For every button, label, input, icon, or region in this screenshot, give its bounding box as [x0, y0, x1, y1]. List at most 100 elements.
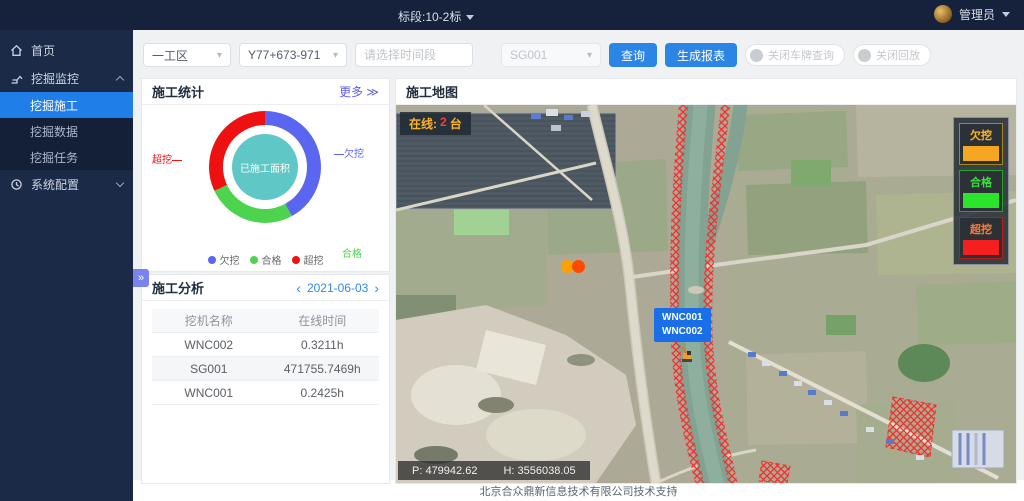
- footer: 北京合众鼎新信息技术有限公司技术支持: [133, 480, 1024, 501]
- online-count-badge: 在线: 2 台: [400, 112, 471, 135]
- section-switcher[interactable]: 标段:10-2标: [398, 8, 475, 25]
- machine-online-table: 挖机名称 在线时间 WNC002 0.3211h SG001 471755.74…: [152, 309, 379, 405]
- online-time-cell: 0.3211h: [301, 337, 344, 352]
- analysis-panel-title: 施工分析: [152, 281, 205, 296]
- donut-chart-area: 已施工面积 超挖 欠挖 合格 欠挖 合格 超挖: [142, 105, 389, 271]
- satellite-imagery: [396, 105, 1016, 483]
- callout-undercut: 欠挖: [334, 145, 364, 160]
- replay-toggle[interactable]: 关闭回放: [853, 44, 932, 66]
- sidebar-item-home[interactable]: 首页: [0, 36, 133, 64]
- table-row[interactable]: WNC001 0.2425h: [152, 381, 379, 405]
- online-count: 2: [440, 115, 447, 129]
- machine-name-cell: WNC002: [184, 337, 234, 352]
- excavator-marker[interactable]: [679, 345, 693, 366]
- machine-name-cell: SG001: [190, 361, 228, 376]
- legend-qualified: 合格: [959, 170, 1003, 212]
- table-row[interactable]: WNC002 0.3211h: [152, 333, 379, 357]
- satellite-map[interactable]: 在线: 2 台 欠挖 合格 超挖: [396, 105, 1016, 483]
- main-content: 一工区▾ Y77+673-971▾ SG001▾ 查询 生成报表 关闭车牌查询 …: [133, 30, 1024, 484]
- construction-map-panel: 施工地图: [395, 78, 1017, 484]
- chevron-down-icon: ▾: [586, 49, 592, 61]
- sidebar-item-label: 挖掘施工: [30, 98, 79, 113]
- legend-item-overcut[interactable]: 超挖: [291, 252, 324, 267]
- stats-panel-title: 施工统计: [152, 85, 205, 100]
- current-date[interactable]: 2021-06-03: [306, 280, 369, 295]
- toggle-dot-icon: [750, 48, 764, 62]
- machine-name-cell: WNC001: [184, 385, 234, 400]
- filter-toolbar: 一工区▾ Y77+673-971▾ SG001▾ 查询 生成报表 关闭车牌查询 …: [141, 38, 1013, 72]
- date-navigator: ‹ 2021-06-03 ›: [296, 281, 379, 295]
- user-menu[interactable]: 管理员: [933, 5, 1010, 23]
- map-legend: 欠挖 合格 超挖: [953, 117, 1009, 265]
- prev-date-button[interactable]: ‹: [296, 279, 301, 296]
- sidebar: 首页 挖掘监控 挖掘施工 挖掘数据 挖掘任务 系统配置: [0, 30, 133, 501]
- mileage-value: Y77+673-971: [248, 48, 321, 62]
- sidebar-item-label: 挖掘监控: [31, 71, 80, 86]
- device-value: SG001: [510, 48, 548, 62]
- construction-analysis-panel: 施工分析 ‹ 2021-06-03 › 挖机名称 在线时间 WNC002 0.3…: [141, 274, 390, 484]
- footer-text: 北京合众鼎新信息技术有限公司技术支持: [479, 485, 678, 498]
- plate-query-label: 关闭车牌查询: [768, 50, 835, 62]
- donut-center-label: 已施工面积: [232, 134, 298, 200]
- online-time-cell: 471755.7469h: [283, 361, 361, 376]
- chevron-down-icon: [1002, 12, 1010, 17]
- chevron-down-icon: [466, 14, 475, 20]
- mileage-select[interactable]: Y77+673-971 ▾: [239, 43, 347, 67]
- user-name: 管理员: [958, 7, 995, 22]
- chevron-down-icon: ▾: [332, 49, 338, 61]
- table-row[interactable]: SG001 471755.7469h: [152, 357, 379, 381]
- table-header-row: 挖机名称 在线时间: [152, 309, 379, 333]
- sidebar-item-label: 系统配置: [31, 177, 80, 192]
- legend-overcut: 超挖: [959, 217, 1003, 259]
- time-range-input[interactable]: [355, 43, 473, 67]
- legend-item-undercut[interactable]: 欠挖: [207, 252, 240, 267]
- construction-stats-panel: 施工统计 更多 ≫ 已施工面积 超挖 欠挖 合格 欠挖 合格 超挖: [141, 78, 390, 272]
- machine-marker-orange[interactable]: [561, 260, 574, 273]
- sidebar-submenu: 挖掘施工 挖掘数据 挖掘任务: [0, 92, 133, 170]
- toggle-dot-icon: [858, 48, 872, 62]
- column-online-time: 在线时间: [298, 314, 347, 328]
- sidebar-item-label: 首页: [31, 43, 56, 58]
- sidebar-item-excavation-construction[interactable]: 挖掘施工: [0, 92, 133, 118]
- coordinate-p: P: 479942.62: [412, 464, 478, 477]
- legend-item-qualified[interactable]: 合格: [249, 252, 282, 267]
- sidebar-item-excavation-monitor[interactable]: 挖掘监控: [0, 64, 133, 92]
- avatar: [933, 5, 952, 23]
- legend-undercut: 欠挖: [959, 123, 1003, 165]
- excavator-icon: [681, 346, 692, 362]
- gauge-icon: [11, 178, 22, 190]
- chevron-down-icon: [115, 178, 125, 187]
- machine-cluster-label[interactable]: WNC001 WNC002: [654, 308, 711, 342]
- query-button[interactable]: 查询: [609, 43, 658, 67]
- undercut-swatch: [963, 146, 999, 161]
- next-date-button[interactable]: ›: [374, 279, 379, 296]
- sidebar-item-excavation-task[interactable]: 挖掘任务: [0, 144, 133, 170]
- more-link[interactable]: 更多 ≫: [339, 85, 379, 99]
- section-label: 标段:10-2标: [398, 10, 462, 24]
- work-area-value: 一工区: [152, 48, 189, 63]
- device-select[interactable]: SG001 ▾: [501, 43, 601, 67]
- overcut-swatch: [963, 240, 999, 255]
- online-label: 在线:: [409, 117, 437, 131]
- donut-legend: 欠挖 合格 超挖: [142, 252, 389, 267]
- sidebar-item-excavation-data[interactable]: 挖掘数据: [0, 118, 133, 144]
- generate-report-button[interactable]: 生成报表: [665, 43, 738, 67]
- work-area-select[interactable]: 一工区 ▾: [143, 43, 231, 67]
- top-bar: 标段:10-2标 管理员: [0, 0, 1024, 30]
- qualified-swatch: [963, 193, 999, 208]
- plate-query-toggle[interactable]: 关闭车牌查询: [745, 44, 846, 66]
- home-icon: [11, 44, 22, 56]
- coordinate-h: H: 3556038.05: [503, 464, 576, 477]
- column-machine-name: 挖机名称: [184, 314, 233, 328]
- online-time-cell: 0.2425h: [300, 385, 344, 400]
- machine-label-2: WNC002: [662, 326, 703, 337]
- machine-marker-red[interactable]: [572, 260, 585, 273]
- sidebar-item-system-config[interactable]: 系统配置: [0, 170, 133, 198]
- sidebar-item-label: 挖掘数据: [30, 124, 79, 139]
- sidebar-item-label: 挖掘任务: [30, 150, 79, 165]
- online-unit: 台: [449, 117, 462, 131]
- coordinate-readout: P: 479942.62 H: 3556038.05: [398, 461, 590, 480]
- chevron-down-icon: ▾: [216, 49, 222, 61]
- machine-label-1: WNC001: [662, 312, 703, 323]
- panel-expand-button[interactable]: »: [133, 269, 149, 287]
